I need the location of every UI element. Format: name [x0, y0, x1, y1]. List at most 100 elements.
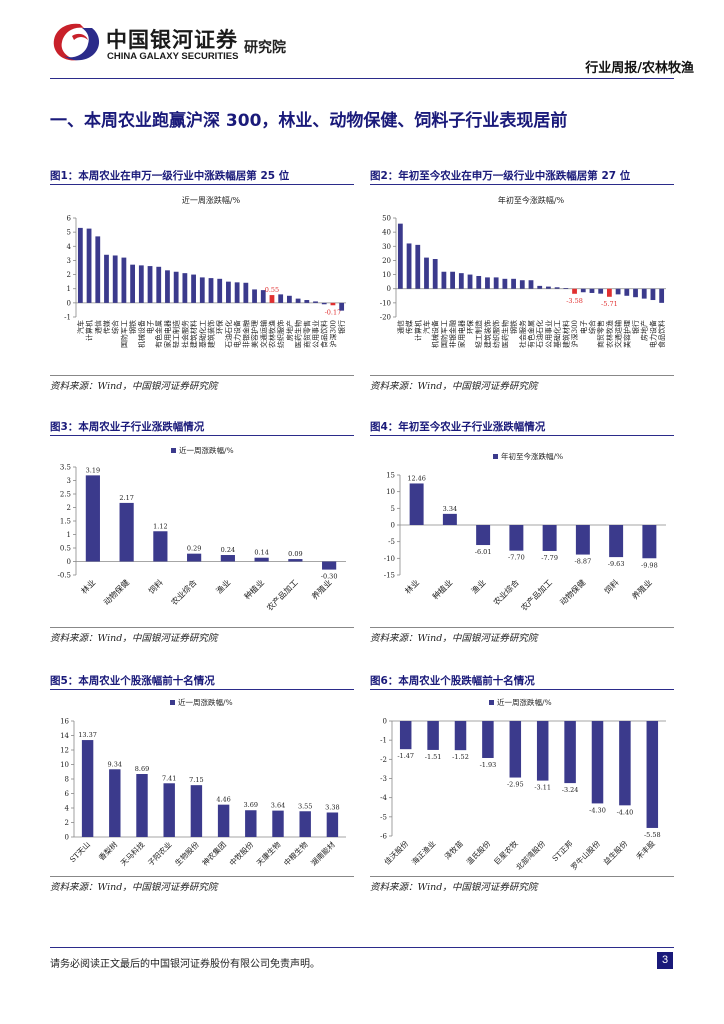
- legend-label: 年初至今涨跌幅/%: [501, 451, 563, 461]
- bar-交通运输: [260, 290, 266, 303]
- bar-中粮生物: [299, 811, 311, 837]
- data-label: 0.14: [254, 549, 268, 557]
- legend-label: 近一周涨跌幅/%: [179, 445, 234, 455]
- category-label: 种植业: [242, 577, 266, 601]
- category-label: 传媒: [102, 320, 111, 334]
- y-tick-label: -1: [380, 737, 387, 745]
- bar-沪深300: [572, 288, 577, 294]
- data-label: 3.38: [325, 803, 339, 811]
- data-label: 7.41: [162, 774, 176, 782]
- bar-湖南能材: [326, 812, 339, 837]
- figure-2-source: 资料来源：Wind，中国银河证券研究院: [370, 381, 538, 392]
- y-tick-label: 0: [65, 834, 69, 842]
- category-label: 北部湾股份: [514, 838, 548, 872]
- bar-动物保健: [119, 502, 134, 562]
- bar-香梨树: [109, 769, 121, 837]
- bar-生物股份: [190, 785, 203, 837]
- y-tick-label: 10: [382, 271, 391, 279]
- y-tick-label: 0: [67, 299, 71, 307]
- category-label: 基础化工: [198, 320, 207, 348]
- category-label: 沪深300: [328, 320, 337, 347]
- bar-商贸零售: [304, 300, 310, 303]
- data-label: 0.24: [221, 546, 235, 554]
- bar-汽车: [77, 227, 83, 303]
- y-tick-label: 10: [386, 488, 395, 496]
- bar-农业综合: [187, 553, 202, 562]
- data-label: -3.24: [562, 786, 579, 794]
- bar-社会服务: [182, 273, 188, 303]
- y-tick-label: 5: [391, 505, 395, 513]
- bar-农产品加工: [288, 559, 303, 562]
- data-label: 3.34: [443, 505, 457, 513]
- bar-机械设备: [432, 259, 438, 289]
- bar-环保: [467, 274, 473, 289]
- bar-建筑材料: [191, 274, 196, 303]
- data-label: 3.64: [271, 802, 285, 810]
- company-logo: 中国银河证券 CHINA GALAXY SECURITIES: [50, 20, 240, 64]
- chart-1: 近一周涨跌幅/% -1 0 1 2 3 4 5 6 汽车 计算机 通信 传媒 综合 国防军工 钢铁 机械设备 电子…: [64, 195, 346, 348]
- bar-温氏股份: [482, 721, 494, 758]
- figure-5-bottom-rule: [50, 876, 354, 877]
- y-tick-label: 10: [60, 761, 69, 769]
- category-label: 建筑装饰: [483, 320, 492, 348]
- category-label: ST天山: [67, 839, 92, 864]
- data-label: -6.01: [475, 548, 492, 556]
- bar-种植业: [442, 513, 457, 525]
- figure-5-top-rule: [50, 689, 354, 690]
- bar-农林牧渔: [606, 288, 612, 297]
- category-label: 养殖业: [309, 577, 333, 601]
- category-label: 电子: [579, 320, 588, 334]
- bar-有色金属: [528, 280, 534, 289]
- y-tick-label: 12: [60, 747, 69, 755]
- category-label: 电力设备: [648, 320, 657, 348]
- category-label: 国防军工: [439, 320, 448, 348]
- bar-禾丰股: [646, 721, 659, 828]
- bar-环保: [217, 278, 223, 303]
- category-label: 环保: [215, 320, 224, 334]
- bar-天马科技: [136, 773, 148, 837]
- figure-1-top-rule: [50, 184, 354, 185]
- bar-医药生物: [295, 298, 301, 303]
- y-tick-label: 2: [67, 271, 71, 279]
- data-label: -4.40: [617, 808, 634, 816]
- figure-6-source: 资料来源：Wind，中国银河证券研究院: [370, 882, 538, 893]
- bar-银行: [633, 288, 638, 298]
- data-label: -0.17: [325, 308, 342, 316]
- figure-5-source: 资料来源：Wind，中国银河证券研究院: [50, 882, 218, 893]
- figure-2-title: 图2：年初至今农业在申万一级行业中涨跌幅居第 27 位: [370, 170, 631, 182]
- bar-计算机: [415, 244, 421, 289]
- chart-title: 近一周涨跌幅/%: [182, 195, 241, 205]
- category-label: 有色金属: [527, 320, 536, 348]
- data-label: 3.55: [298, 802, 312, 810]
- category-label: 非银金融: [241, 320, 250, 348]
- y-tick-label: 6: [65, 790, 70, 798]
- y-tick-label: -3: [380, 775, 387, 783]
- bar-计算机: [86, 228, 92, 303]
- bar-动物保健: [575, 525, 590, 555]
- category-label: 国防军工: [119, 320, 128, 348]
- category-label: 温氏股份: [464, 838, 493, 867]
- data-label: 0.55: [265, 286, 279, 294]
- y-tick-label: -5: [388, 538, 395, 546]
- bar-食品饮料: [659, 288, 665, 303]
- data-label: 8.69: [135, 765, 149, 773]
- y-tick-label: 1: [67, 285, 71, 293]
- bar-房地产: [286, 295, 292, 303]
- category-label: 房地产: [640, 320, 649, 341]
- category-label: 轻工制造: [474, 320, 483, 348]
- y-tick-label: -1: [64, 314, 71, 322]
- bar-电子: [147, 266, 153, 303]
- y-tick-label: 16: [60, 718, 69, 726]
- category-label: 动物保健: [101, 577, 131, 607]
- y-tick-label: 3.5: [60, 464, 71, 472]
- header-divider: [50, 78, 674, 79]
- bar-天康生物: [272, 810, 284, 837]
- bar-建筑材料: [563, 288, 569, 289]
- category-label: 钢铁: [509, 320, 518, 334]
- category-label: 天康生物: [254, 839, 283, 868]
- chart-2: 年初至今涨跌幅/% -20 -10 0 10 20 30 40 50 通信 传媒 计算机 汽车 机械设备国…: [380, 195, 666, 348]
- category-label: 医药生物: [294, 320, 303, 348]
- y-tick-label: 2: [67, 504, 71, 512]
- bar-基础化工: [199, 277, 205, 303]
- category-label: 家用电器: [163, 320, 172, 348]
